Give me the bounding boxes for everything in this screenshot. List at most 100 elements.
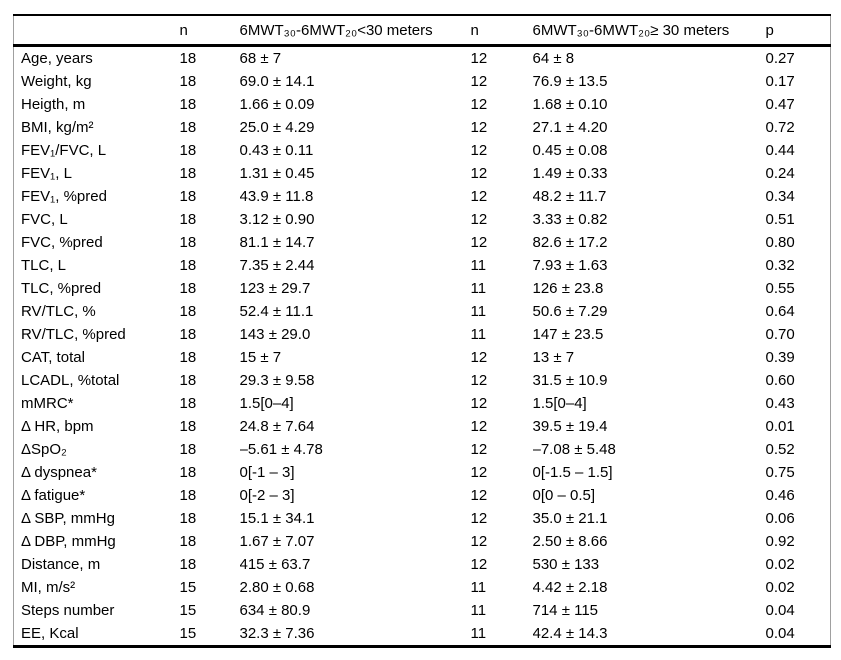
cell-label: BMI, kg/m² [21, 119, 94, 136]
cell-v1: 7.35 ± 2.44 [239, 257, 315, 274]
cell-v2: 147 ± 23.5 [532, 326, 604, 343]
cell-label: Weight, kg [21, 73, 92, 90]
cell-p: 0.34 [765, 188, 795, 205]
cell-v1: 1.31 ± 0.45 [239, 165, 315, 182]
cell-v2: 3.33 ± 0.82 [532, 211, 608, 228]
cell-label: Age, years [21, 50, 93, 67]
table-row: CAT, total 18 15 ± 7 12 13 ± 7 0.39 [14, 346, 831, 369]
cell-v1: 15.1 ± 34.1 [239, 510, 315, 527]
cell-p: 0.04 [765, 602, 795, 619]
table-row: FEV₁/FVC, L 18 0.43 ± 0.11 12 0.45 ± 0.08 0.4… [14, 139, 831, 162]
cell-p: 0.17 [765, 73, 795, 90]
table-row: Heigth, m 18 1.66 ± 0.09 12 1.68 ± 0.10 0.47 [14, 93, 831, 116]
col-header-n-group2: n [470, 15, 533, 47]
table-row: Distance, m 18 415 ± 63.7 12 530 ± 133 0.02 [14, 553, 831, 576]
cell-p: 0.43 [765, 395, 795, 412]
cell-n1: 18 [179, 165, 197, 182]
cell-n1: 18 [179, 487, 197, 504]
cell-p: 0.75 [765, 464, 795, 481]
cell-v2: 35.0 ± 21.1 [532, 510, 608, 527]
cell-p: 0.01 [765, 418, 795, 435]
table-row: FEV₁, L 18 1.31 ± 0.45 12 1.49 ± 0.33 0.24 [14, 162, 831, 185]
cell-v2: 27.1 ± 4.20 [532, 119, 608, 136]
cell-label: FEV₁, %pred [21, 188, 107, 205]
cell-p: 0.80 [765, 234, 795, 251]
table-row: Steps number 15 634 ± 80.9 11 714 ± 115 0.04 [14, 599, 831, 622]
cell-v1: 15 ± 7 [239, 349, 282, 366]
cell-n1: 18 [179, 280, 197, 297]
cell-n2: 12 [470, 188, 488, 205]
cell-label: FVC, %pred [21, 234, 103, 251]
table-row: ΔSpO₂ 18 –5.61 ± 4.78 12 –7.08 ± 5.48 0.52 [14, 438, 831, 461]
col-header-empty [13, 15, 180, 47]
table-row: MI, m/s² 15 2.80 ± 0.68 11 4.42 ± 2.18 0.02 [14, 576, 831, 599]
cell-n2: 11 [470, 326, 487, 343]
cell-v2: 530 ± 133 [532, 556, 600, 573]
cell-v2: 42.4 ± 14.3 [532, 625, 608, 642]
cell-v1: 0[-2 – 3] [239, 487, 295, 504]
cell-v2: 39.5 ± 19.4 [532, 418, 608, 435]
cell-n1: 18 [179, 372, 197, 389]
cell-p: 0.27 [765, 50, 795, 67]
cell-label: RV/TLC, % [21, 303, 96, 320]
cell-v2: 50.6 ± 7.29 [532, 303, 608, 320]
cell-n2: 11 [470, 280, 487, 297]
cell-label: FVC, L [21, 211, 68, 228]
cell-p: 0.04 [765, 625, 795, 642]
table-row: TLC, %pred 18 123 ± 29.7 11 126 ± 23.8 0.55 [14, 277, 831, 300]
cell-label: Distance, m [21, 556, 101, 573]
header-row: n 6MWT₃₀-6MWT₂₀<30 meters n 6MWT₃₀-6MWT₂… [13, 15, 831, 47]
cell-v2: 76.9 ± 13.5 [532, 73, 608, 90]
cell-n1: 18 [179, 303, 197, 320]
cell-label: Δ DBP, mmHg [21, 533, 116, 550]
cell-p: 0.24 [765, 165, 795, 182]
cell-v2: 0[0 – 0.5] [532, 487, 596, 504]
cell-v2: 714 ± 115 [532, 602, 599, 619]
cell-n1: 18 [179, 50, 197, 67]
comparison-table: n 6MWT₃₀-6MWT₂₀<30 meters n 6MWT₃₀-6MWT₂… [13, 14, 831, 648]
cell-label: EE, Kcal [21, 625, 79, 642]
cell-n1: 18 [179, 533, 197, 550]
cell-label: ΔSpO₂ [21, 441, 67, 458]
cell-p: 0.72 [765, 119, 795, 136]
cell-v1: 29.3 ± 9.58 [239, 372, 315, 389]
cell-v1: 123 ± 29.7 [239, 280, 311, 297]
cell-p: 0.92 [765, 533, 795, 550]
cell-label: LCADL, %total [21, 372, 120, 389]
cell-v1: 69.0 ± 14.1 [239, 73, 315, 90]
cell-n1: 18 [179, 257, 197, 274]
cell-p: 0.55 [765, 280, 795, 297]
cell-v2: 7.93 ± 1.63 [532, 257, 608, 274]
cell-n1: 18 [179, 188, 197, 205]
cell-v2: 64 ± 8 [532, 50, 575, 67]
cell-v1: 32.3 ± 7.36 [239, 625, 315, 642]
table-row: Δ DBP, mmHg 18 1.67 ± 7.07 12 2.50 ± 8.66 0.9… [14, 530, 831, 553]
cell-n2: 12 [470, 464, 488, 481]
cell-p: 0.02 [765, 556, 795, 573]
cell-n1: 18 [179, 211, 197, 228]
table-row: Δ HR, bpm 18 24.8 ± 7.64 12 39.5 ± 19.4 0.01 [14, 415, 831, 438]
cell-n1: 18 [179, 73, 197, 90]
cell-n2: 12 [470, 50, 488, 67]
cell-n2: 12 [470, 142, 488, 159]
cell-v1: 81.1 ± 14.7 [239, 234, 315, 251]
cell-n1: 18 [179, 119, 197, 136]
cell-n2: 11 [470, 579, 487, 596]
table-row: RV/TLC, %pred 18 143 ± 29.0 11 147 ± 23.5 0.7… [14, 323, 831, 346]
table-row: EE, Kcal 15 32.3 ± 7.36 11 42.4 ± 14.3 0.04 [14, 622, 831, 647]
cell-n2: 12 [470, 119, 488, 136]
cell-n1: 18 [179, 96, 197, 113]
table-row: LCADL, %total 18 29.3 ± 9.58 12 31.5 ± 10.9 0… [14, 369, 831, 392]
cell-n2: 12 [470, 556, 488, 573]
cell-v1: 43.9 ± 11.8 [239, 188, 314, 205]
cell-v1: 143 ± 29.0 [239, 326, 311, 343]
cell-n2: 12 [470, 487, 488, 504]
cell-n2: 12 [470, 510, 488, 527]
cell-v1: 634 ± 80.9 [239, 602, 311, 619]
cell-v2: 126 ± 23.8 [532, 280, 604, 297]
cell-n1: 18 [179, 556, 197, 573]
table-body: Age, years 18 68 ± 7 12 64 ± 8 0.27 Weight, kg… [14, 46, 831, 647]
cell-label: TLC, %pred [21, 280, 102, 297]
cell-n2: 12 [470, 372, 488, 389]
comparison-table-wrap: n 6MWT₃₀-6MWT₂₀<30 meters n 6MWT₃₀-6MWT₂… [13, 14, 831, 648]
